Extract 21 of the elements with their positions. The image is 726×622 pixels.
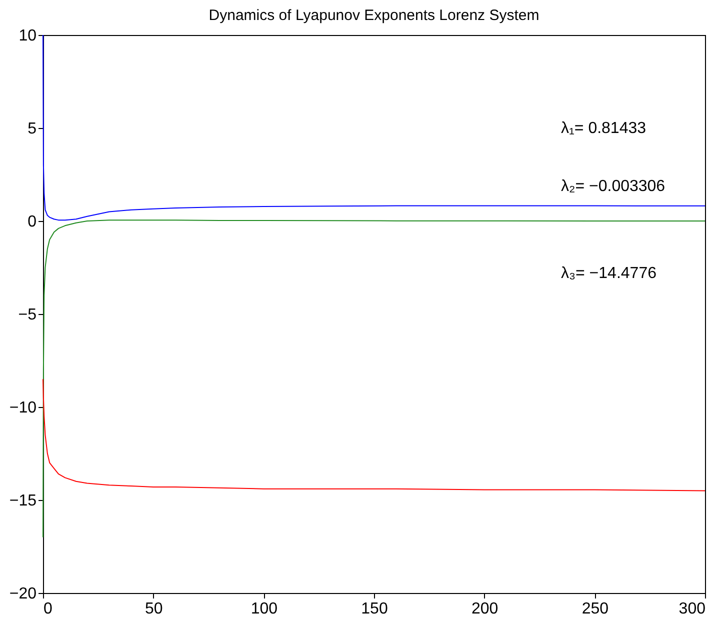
x-tick-label: 200 — [471, 600, 498, 618]
y-tick-label: −10 — [9, 400, 37, 416]
y-tick-label: −15 — [9, 492, 37, 510]
y-tick-label: −20 — [9, 586, 37, 602]
x-tick-label: 300 — [678, 600, 706, 618]
x-tick-label: 0 — [44, 600, 52, 618]
x-tick-label: 150 — [361, 600, 388, 618]
y-tick-label: 10 — [18, 28, 37, 44]
chart-title: Dynamics of Lyapunov Exponents Lorenz System — [208, 7, 540, 24]
line-series — [42, 378, 706, 492]
annotation: λ₂= −0.003306 — [561, 178, 666, 195]
x-tick-label: 250 — [582, 600, 609, 618]
line-series — [42, 34, 706, 221]
x-tick-label: 100 — [250, 600, 278, 618]
line-series — [42, 220, 706, 538]
y-tick-label: 0 — [28, 214, 37, 230]
annotation: λ₁= 0.81433 — [561, 120, 646, 137]
y-tick-label: 5 — [28, 120, 37, 138]
y-tick-label: −5 — [18, 306, 37, 324]
x-tick-label: 50 — [144, 600, 163, 618]
annotation: λ₃= −14.4776 — [561, 265, 657, 282]
